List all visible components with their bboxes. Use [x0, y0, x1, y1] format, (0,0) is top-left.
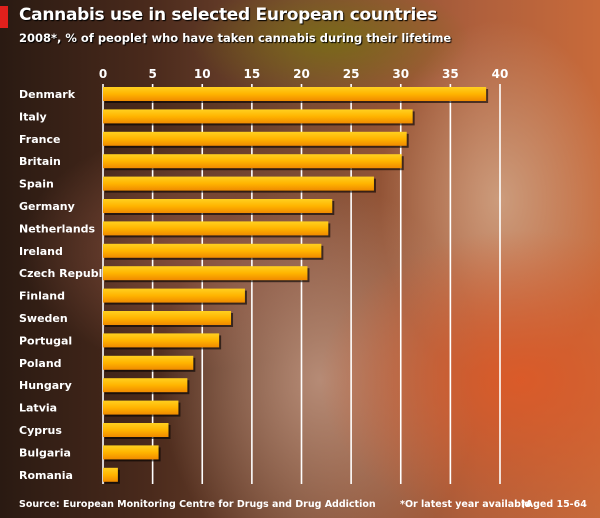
x-tick-label: 40	[492, 67, 509, 81]
category-label: Britain	[19, 155, 61, 168]
bar	[103, 378, 188, 393]
category-label: Poland	[19, 357, 62, 370]
bar	[103, 243, 322, 258]
brand-red-tab	[0, 6, 8, 28]
bar	[103, 311, 232, 325]
bar	[103, 199, 333, 213]
category-label: Finland	[19, 290, 65, 303]
category-label: Italy	[19, 110, 47, 123]
bar	[103, 176, 374, 191]
footnote-year: *Or latest year available	[400, 499, 531, 510]
x-tick-label: 15	[244, 67, 261, 81]
bar	[103, 288, 245, 303]
x-tick-label: 35	[442, 67, 459, 81]
bar	[103, 109, 413, 124]
category-label: Portugal	[19, 334, 72, 347]
bar	[103, 333, 220, 348]
bar	[103, 221, 329, 236]
x-tick-label: 10	[194, 67, 211, 81]
category-label: Bulgaria	[19, 446, 71, 459]
category-label: Latvia	[19, 402, 57, 415]
x-tick-label: 20	[293, 67, 310, 81]
bar	[103, 154, 402, 169]
x-tick-label: 30	[392, 67, 409, 81]
x-tick-label: 25	[343, 67, 360, 81]
bar	[103, 467, 118, 482]
category-label: Germany	[19, 200, 75, 213]
bar	[103, 400, 179, 415]
category-label: France	[19, 133, 60, 146]
category-label: Spain	[19, 178, 54, 191]
category-label: Sweden	[19, 312, 68, 325]
chart-title: Cannabis use in selected European countr…	[19, 5, 438, 25]
bar	[103, 423, 169, 437]
category-label: Ireland	[19, 245, 63, 258]
x-tick-label: 0	[99, 67, 107, 81]
chart-subtitle: 2008*, % of people† who have taken canna…	[19, 31, 452, 45]
category-label: Cyprus	[19, 424, 62, 437]
footnote-age: †Aged 15-64	[521, 499, 587, 510]
category-label: Denmark	[19, 88, 76, 101]
bar	[103, 266, 308, 281]
bar	[103, 87, 487, 101]
source-note: Source: European Monitoring Centre for D…	[19, 499, 376, 510]
category-label: Netherlands	[19, 222, 96, 235]
x-tick-label: 5	[148, 67, 156, 81]
bar	[103, 355, 194, 370]
bar	[103, 445, 159, 460]
category-label: Romania	[19, 469, 73, 482]
category-label: Hungary	[19, 379, 72, 392]
category-label: Czech Republic	[19, 267, 113, 280]
bar	[103, 131, 407, 146]
